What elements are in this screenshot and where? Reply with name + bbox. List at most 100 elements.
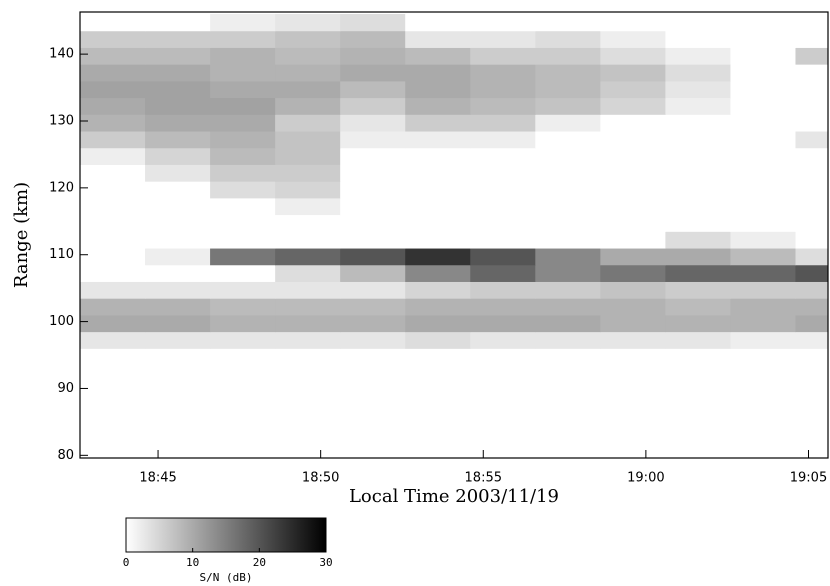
cell xyxy=(470,147,536,165)
cell xyxy=(730,64,796,82)
colorbar-label: S/N (dB) xyxy=(200,571,253,584)
cell xyxy=(470,231,536,249)
cell xyxy=(80,80,146,99)
cell xyxy=(145,197,211,216)
cell xyxy=(275,131,341,149)
cell xyxy=(80,248,146,266)
cell xyxy=(600,181,666,199)
y-tick-label: 90 xyxy=(57,381,74,396)
cell xyxy=(275,331,341,349)
cell xyxy=(340,80,406,99)
cell xyxy=(795,14,829,32)
cell xyxy=(535,248,601,266)
cell xyxy=(80,97,146,115)
cell xyxy=(340,114,406,132)
cell xyxy=(405,30,471,48)
cell xyxy=(535,298,601,316)
cell xyxy=(470,97,536,115)
cell xyxy=(405,14,471,32)
cell xyxy=(730,80,796,99)
cell xyxy=(535,331,601,349)
cell xyxy=(730,231,796,249)
cell xyxy=(210,147,276,165)
cell xyxy=(470,14,536,32)
cell xyxy=(600,264,666,282)
cell xyxy=(210,47,276,65)
cell xyxy=(80,214,146,232)
cell xyxy=(275,64,341,82)
cell xyxy=(340,30,406,48)
cell xyxy=(145,30,211,48)
cell xyxy=(405,314,471,333)
cell xyxy=(795,64,829,82)
cell xyxy=(80,14,146,32)
cell xyxy=(665,30,731,48)
cell xyxy=(145,181,211,199)
cell xyxy=(145,131,211,149)
cell xyxy=(405,248,471,266)
cell xyxy=(665,281,731,299)
cell xyxy=(340,314,406,333)
cell xyxy=(600,147,666,165)
x-tick-label: 18:50 xyxy=(302,471,339,486)
cell xyxy=(795,114,829,132)
cell xyxy=(405,80,471,99)
cell xyxy=(470,164,536,182)
cell xyxy=(535,314,601,333)
cell xyxy=(275,97,341,115)
cell xyxy=(795,281,829,299)
cell xyxy=(80,47,146,65)
colorbar-tick-label: 10 xyxy=(186,556,199,569)
plot-frame xyxy=(79,11,829,459)
cell xyxy=(80,30,146,48)
cell xyxy=(730,147,796,165)
cell xyxy=(405,231,471,249)
cell xyxy=(405,281,471,299)
cell xyxy=(535,114,601,132)
cell xyxy=(275,80,341,99)
cell xyxy=(145,97,211,115)
cell xyxy=(730,181,796,199)
x-tick-label: 18:55 xyxy=(465,471,502,486)
cell xyxy=(145,231,211,249)
cell xyxy=(470,214,536,232)
cell xyxy=(665,131,731,149)
cell xyxy=(535,80,601,99)
cell xyxy=(80,181,146,199)
cell xyxy=(210,181,276,199)
cell xyxy=(665,64,731,82)
cell xyxy=(665,264,731,282)
cell xyxy=(470,30,536,48)
cell xyxy=(600,14,666,32)
cell xyxy=(665,248,731,266)
cell xyxy=(730,30,796,48)
cell xyxy=(340,97,406,115)
cell xyxy=(145,14,211,32)
cell xyxy=(535,281,601,299)
cell xyxy=(470,131,536,149)
cell xyxy=(275,181,341,199)
cell xyxy=(730,114,796,132)
cell xyxy=(795,131,829,149)
cell xyxy=(145,298,211,316)
cell xyxy=(665,80,731,99)
cell xyxy=(665,114,731,132)
cell xyxy=(275,147,341,165)
cell xyxy=(405,131,471,149)
cell xyxy=(535,147,601,165)
cell xyxy=(145,264,211,282)
cell xyxy=(535,164,601,182)
cell xyxy=(795,248,829,266)
cell xyxy=(665,314,731,333)
cell xyxy=(600,214,666,232)
cell xyxy=(340,298,406,316)
cell xyxy=(145,314,211,333)
cell xyxy=(210,298,276,316)
cell xyxy=(275,30,341,48)
cell xyxy=(730,47,796,65)
cell xyxy=(405,47,471,65)
cell xyxy=(340,264,406,282)
y-tick-label: 110 xyxy=(49,247,74,262)
cell xyxy=(210,64,276,82)
y-tick-label: 140 xyxy=(49,47,74,62)
